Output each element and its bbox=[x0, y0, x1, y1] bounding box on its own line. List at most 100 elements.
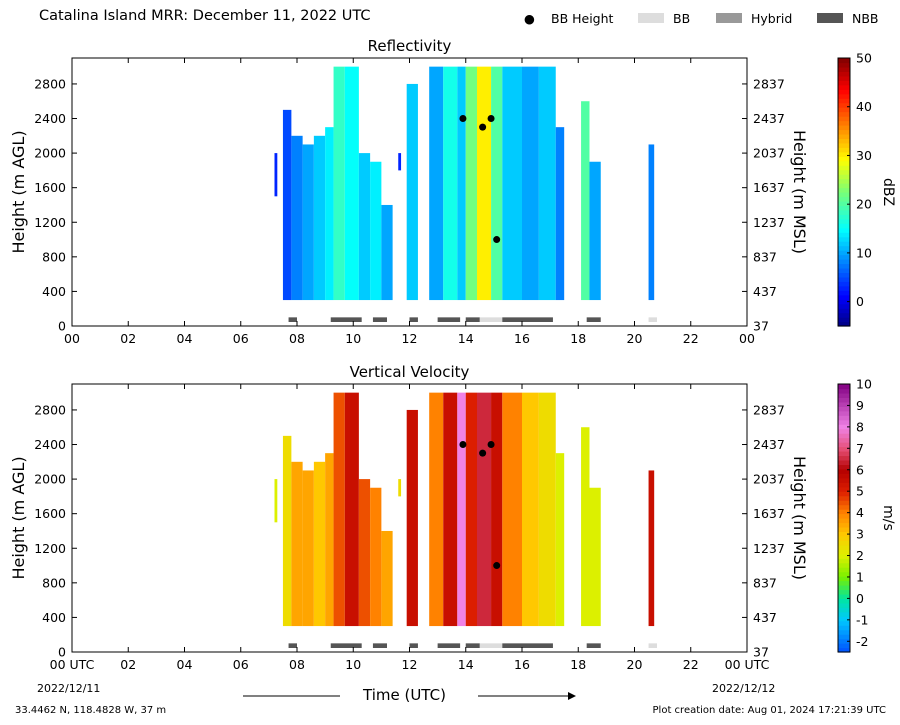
panel1-y-right-tick-label-1: 437 bbox=[753, 284, 777, 299]
panel2-colorbar-cell-34 bbox=[838, 495, 850, 501]
panel2-colorbar-cell-3 bbox=[838, 634, 850, 640]
panel1-colorbar-cell-14 bbox=[838, 259, 850, 265]
panel2-data-segment-24 bbox=[589, 487, 601, 627]
panel1-data-segment-1 bbox=[282, 109, 292, 301]
panel1-y-right-tick-label-4: 1637 bbox=[753, 180, 785, 195]
panel1-colorbar-cell-43 bbox=[838, 129, 850, 135]
panel1-colorbar-cell-1 bbox=[838, 317, 850, 323]
panel2-data-segment-14 bbox=[443, 392, 458, 627]
panel1-y-right-tick-label-0: 37 bbox=[753, 319, 769, 334]
panel2-colorbar-cell-52 bbox=[838, 415, 850, 421]
panel2-colorbar-cell-42 bbox=[838, 459, 850, 465]
panel2-colorbar-cell-54 bbox=[838, 406, 850, 412]
panel1-colorbar-cell-54 bbox=[838, 80, 850, 86]
panel2-y-tick-label-5: 2000 bbox=[34, 472, 66, 487]
panel1-data-segment-12 bbox=[406, 83, 418, 301]
panel2-colorbar-tick-label-12: 10 bbox=[856, 377, 872, 392]
panel2-y-tick-label-3: 1200 bbox=[34, 541, 66, 556]
panel1-colorbar-cell-34 bbox=[838, 169, 850, 175]
panel2-data-segment-0 bbox=[274, 479, 278, 523]
panel1-colorbar-cell-53 bbox=[838, 84, 850, 90]
panel2-colorbar-tick-label-2: 0 bbox=[856, 591, 864, 606]
panel2-bb-bar-8 bbox=[586, 643, 601, 648]
panel2-bb-bar-5 bbox=[465, 643, 480, 648]
panel2-colorbar-cell-49 bbox=[838, 428, 850, 434]
panel2-colorbar-cell-6 bbox=[838, 620, 850, 626]
panel1-y-right-tick-label-3: 1237 bbox=[753, 215, 785, 230]
panel2-data-segment-6 bbox=[333, 392, 345, 627]
panel1-colorbar-cell-10 bbox=[838, 276, 850, 282]
panel2-x-tick-label-0: 00 UTC bbox=[50, 657, 95, 672]
panel2-colorbar-cell-5 bbox=[838, 625, 850, 631]
panel1-colorbar-cell-19 bbox=[838, 236, 850, 242]
panel1-bb-height-point-0 bbox=[459, 115, 467, 123]
panel2-colorbar-cell-57 bbox=[838, 392, 850, 398]
panel2-data-segment-12 bbox=[406, 409, 418, 627]
panel1-colorbar-cell-36 bbox=[838, 160, 850, 166]
panel1-bb-bar-9 bbox=[648, 317, 657, 322]
panel1-y-tick-label-2: 800 bbox=[42, 249, 66, 264]
panel1-data-segment-10 bbox=[381, 204, 393, 301]
panel1-colorbar-cell-30 bbox=[838, 187, 850, 193]
panel1-colorbar-cell-47 bbox=[838, 111, 850, 117]
panel1-data-segment-8 bbox=[358, 153, 371, 301]
panel2-colorbar-cell-41 bbox=[838, 464, 850, 470]
panel1-colorbar-cell-13 bbox=[838, 263, 850, 269]
panel1-colorbar-cell-15 bbox=[838, 254, 850, 260]
panel1-colorbar-cell-23 bbox=[838, 218, 850, 224]
panel1-colorbar-cell-21 bbox=[838, 227, 850, 233]
panel2-bb-height-point-0 bbox=[459, 441, 467, 449]
panel1-colorbar-cell-0 bbox=[838, 321, 850, 327]
panel1-bb-bar-5 bbox=[465, 317, 480, 322]
panel1-colorbar-cell-6 bbox=[838, 294, 850, 300]
panel1-bb-bar-6 bbox=[479, 317, 503, 322]
panel2-data-segment-2 bbox=[291, 461, 303, 627]
panel2-y-tick-label-6: 2400 bbox=[34, 437, 66, 452]
panel2-y-tick-label-2: 800 bbox=[42, 575, 66, 590]
panel2-colorbar-cell-32 bbox=[838, 504, 850, 510]
panel2-colorbar-cell-51 bbox=[838, 419, 850, 425]
panel2-y-right-tick-label-3: 1237 bbox=[753, 541, 785, 556]
panel1-colorbar-cell-32 bbox=[838, 178, 850, 184]
panel2-colorbar-cell-22 bbox=[838, 549, 850, 555]
panel1-colorbar-tick-label-1: 10 bbox=[856, 245, 872, 260]
panel2-colorbar-tick-label-11: 9 bbox=[856, 398, 864, 413]
panel2-colorbar-cell-0 bbox=[838, 647, 850, 653]
panel1-colorbar-cell-24 bbox=[838, 214, 850, 220]
panel1-data-segment-0 bbox=[274, 153, 278, 197]
panel1-colorbar-cell-42 bbox=[838, 133, 850, 139]
panel1-data-segment-4 bbox=[313, 135, 326, 301]
panel2-data-segment-1 bbox=[282, 435, 292, 627]
panel2-colorbar-cell-26 bbox=[838, 531, 850, 537]
panel1-x-tick-label-3: 06 bbox=[233, 331, 249, 346]
panel1-x-tick-label-7: 14 bbox=[458, 331, 474, 346]
panel2-colorbar-cell-25 bbox=[838, 535, 850, 541]
panel1-colorbar-cell-22 bbox=[838, 223, 850, 229]
legend-nbb-swatch bbox=[817, 13, 843, 23]
panel1-data-segment-9 bbox=[370, 161, 382, 301]
panel2-y-right-tick-label-1: 437 bbox=[753, 610, 777, 625]
panel2-colorbar-tick-label-9: 7 bbox=[856, 441, 864, 456]
legend-hybrid-label: Hybrid bbox=[751, 11, 793, 26]
panel1-data-segment-25 bbox=[648, 144, 655, 301]
panel2-colorbar-cell-23 bbox=[838, 544, 850, 550]
panel2-colorbar-cell-56 bbox=[838, 397, 850, 403]
panel1-y-tick-label-6: 2400 bbox=[34, 111, 66, 126]
panel2-bb-bar-9 bbox=[648, 643, 657, 648]
panel1-y-tick-label-0: 0 bbox=[58, 319, 66, 334]
panel1-bb-bar-0 bbox=[288, 317, 297, 322]
panel1-colorbar-cell-5 bbox=[838, 299, 850, 305]
panel1-colorbar-cell-3 bbox=[838, 308, 850, 314]
panel2-y-tick-label-0: 0 bbox=[58, 645, 66, 660]
panel1-colorbar-cell-9 bbox=[838, 281, 850, 287]
legend-bb-label: BB bbox=[673, 11, 691, 26]
panel2-title: Vertical Velocity bbox=[350, 363, 470, 381]
panel1-x-tick-label-5: 10 bbox=[345, 331, 361, 346]
panel2-data-segment-11 bbox=[398, 479, 402, 497]
panel1-y-axis-label: Height (m AGL) bbox=[9, 130, 28, 253]
panel1-colorbar-cell-31 bbox=[838, 183, 850, 189]
panel2-colorbar-cell-35 bbox=[838, 491, 850, 497]
panel1-y-right-tick-label-2: 837 bbox=[753, 249, 777, 264]
panel1-colorbar-cell-33 bbox=[838, 174, 850, 180]
panel2-colorbar-cell-13 bbox=[838, 589, 850, 595]
